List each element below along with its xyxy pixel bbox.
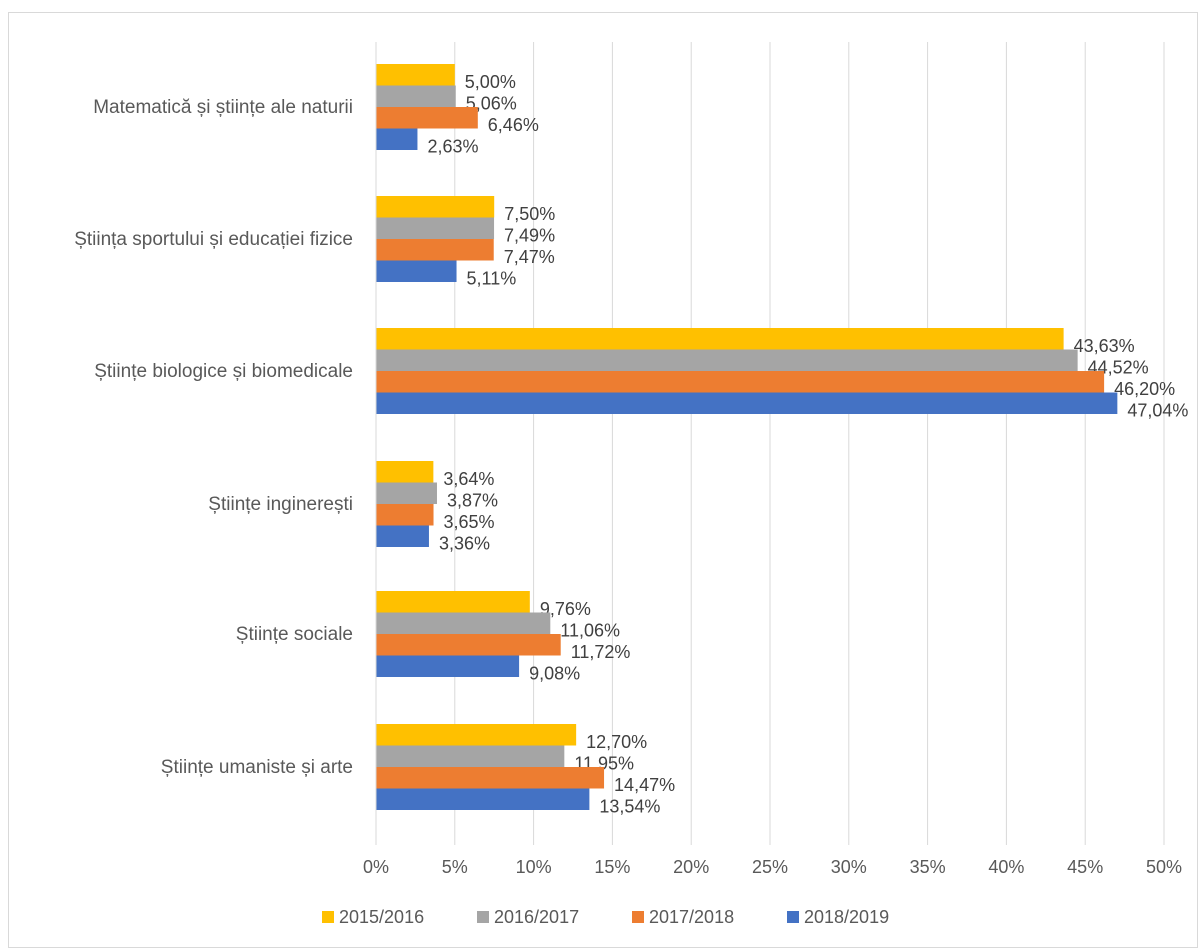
legend-swatch (787, 911, 799, 923)
category-label: Matematică și științe ale naturii (93, 97, 353, 118)
x-tick-label: 50% (1146, 857, 1182, 877)
bar (376, 85, 456, 107)
category-label: Științe sociale (236, 624, 353, 645)
bar (376, 217, 495, 239)
legend-label: 2017/2018 (649, 907, 734, 927)
x-tick-label: 10% (516, 857, 552, 877)
data-label: 3,87% (447, 490, 498, 510)
data-label: 14,47% (614, 775, 675, 795)
bar (376, 504, 434, 526)
data-label: 7,49% (504, 225, 555, 245)
data-label: 7,47% (504, 247, 555, 267)
bar (376, 525, 429, 547)
x-tick-label: 20% (673, 857, 709, 877)
legend-swatch (477, 911, 489, 923)
bar (376, 634, 561, 656)
bar (376, 724, 577, 746)
data-label: 5,00% (465, 72, 516, 92)
bar (376, 482, 437, 504)
legend-label: 2018/2019 (804, 907, 889, 927)
bar (376, 612, 551, 634)
x-tick-label: 25% (752, 857, 788, 877)
legend-label: 2016/2017 (494, 907, 579, 927)
bar (376, 767, 605, 789)
bar (376, 260, 457, 282)
legend-swatch (632, 911, 644, 923)
data-label: 6,46% (488, 115, 539, 135)
data-label: 3,64% (443, 469, 494, 489)
data-label: 5,06% (466, 93, 517, 113)
bar (376, 371, 1105, 393)
data-label: 9,76% (540, 599, 591, 619)
chart-frame (8, 12, 1198, 948)
category-label: Științe biologice și biomedicale (94, 361, 353, 382)
x-tick-label: 35% (910, 857, 946, 877)
data-label: 3,36% (439, 533, 490, 553)
bar (376, 239, 494, 261)
x-tick-label: 45% (1067, 857, 1103, 877)
bar (376, 745, 565, 767)
bar (376, 64, 455, 86)
bar (376, 107, 478, 129)
data-label: 11,06% (560, 620, 620, 640)
data-label: 46,20% (1114, 379, 1175, 399)
x-tick-label: 15% (594, 857, 630, 877)
data-label: 2,63% (427, 136, 478, 156)
bar (376, 788, 590, 810)
data-label: 43,63% (1074, 336, 1135, 356)
bar (376, 349, 1078, 371)
bar (376, 328, 1064, 350)
bar (376, 196, 495, 218)
data-label: 12,70% (586, 732, 647, 752)
legend-label: 2015/2016 (339, 907, 424, 927)
data-label: 3,65% (444, 512, 495, 532)
x-tick-label: 40% (988, 857, 1024, 877)
data-label: 13,54% (599, 796, 660, 816)
category-label: Știința sportului și educației fizice (74, 229, 353, 250)
legend-swatch (322, 911, 334, 923)
data-label: 9,08% (529, 663, 580, 683)
bar (376, 655, 520, 677)
x-tick-label: 30% (831, 857, 867, 877)
bar (376, 591, 530, 613)
x-tick-label: 0% (363, 857, 389, 877)
bar (376, 392, 1118, 414)
data-label: 11,72% (571, 642, 631, 662)
x-tick-label: 5% (442, 857, 468, 877)
data-label: 5,11% (467, 268, 517, 288)
category-label: Științe inginerești (208, 494, 353, 515)
data-label: 7,50% (504, 204, 555, 224)
data-label: 47,04% (1127, 400, 1188, 420)
bar (376, 461, 434, 483)
category-label: Științe umaniste și arte (161, 757, 353, 778)
bar (376, 128, 418, 150)
